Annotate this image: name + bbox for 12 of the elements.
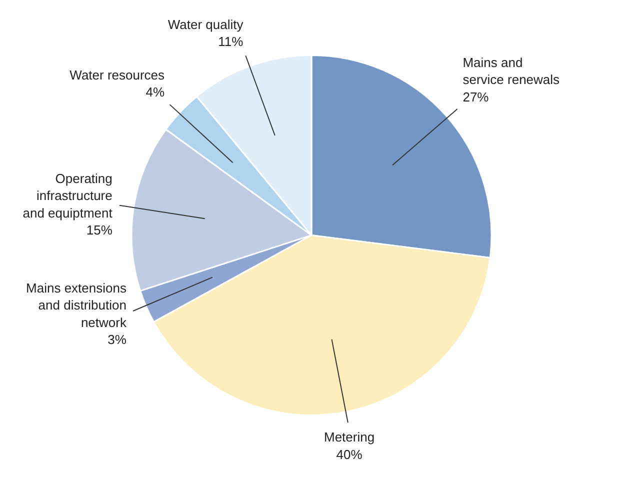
slice-label: Water resources [70, 67, 166, 82]
slice-label: Metering [324, 430, 375, 445]
slice-label: Water quality [168, 16, 244, 32]
slice-label: Mains extensions and distribution network [26, 280, 127, 330]
slice-label: Mains and service renewals [462, 54, 560, 88]
data-label: 15% [86, 222, 113, 238]
data-label: 3% [108, 332, 127, 348]
data-label: 40% [336, 446, 363, 462]
data-label: 4% [146, 84, 165, 100]
data-label: 27% [462, 89, 490, 104]
data-label: 11% [218, 34, 244, 50]
slice-label: Operating infrastructure and equiptment [22, 170, 113, 220]
